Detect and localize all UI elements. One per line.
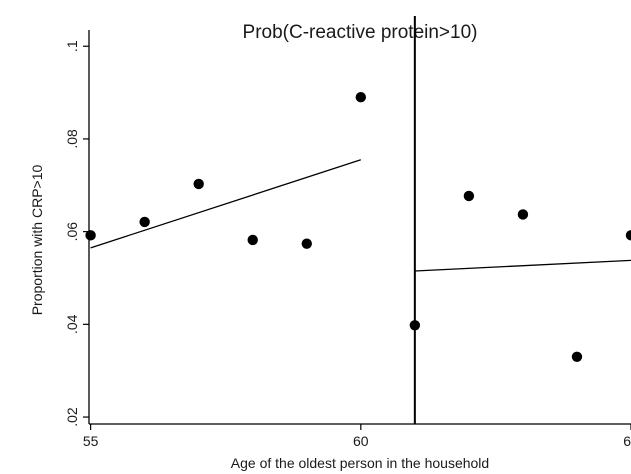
y-tick-label: .06 <box>64 222 80 242</box>
data-point <box>517 209 529 220</box>
data-point <box>571 351 583 362</box>
data-point <box>301 238 312 249</box>
data-point <box>463 190 475 202</box>
chart-title: Prob(C-reactive protein>10) <box>243 22 478 43</box>
data-points <box>85 92 631 362</box>
y-tick-label: .02 <box>64 407 80 427</box>
data-point <box>355 92 367 103</box>
axes: .02 .04 .06 .08 .1 55 60 65 <box>64 16 631 449</box>
data-point <box>625 230 631 241</box>
fit-lines <box>90 159 631 272</box>
y-tick-label: .08 <box>64 129 80 149</box>
x-tick-label: 60 <box>353 433 369 449</box>
x-axis-label: Age of the oldest person in the househol… <box>231 455 489 471</box>
fit-line <box>414 259 631 272</box>
fit-line <box>90 159 362 249</box>
x-tick-label: 65 <box>623 433 631 449</box>
data-point <box>85 230 96 241</box>
data-point <box>247 234 258 246</box>
data-point <box>409 320 421 331</box>
y-axis-label: Proportion with CRP>10 <box>29 165 45 316</box>
y-tick-label: .04 <box>64 314 80 334</box>
y-tick-label: .1 <box>64 40 80 52</box>
data-point <box>193 178 204 190</box>
x-tick-label: 55 <box>83 433 99 449</box>
data-point <box>139 216 150 228</box>
